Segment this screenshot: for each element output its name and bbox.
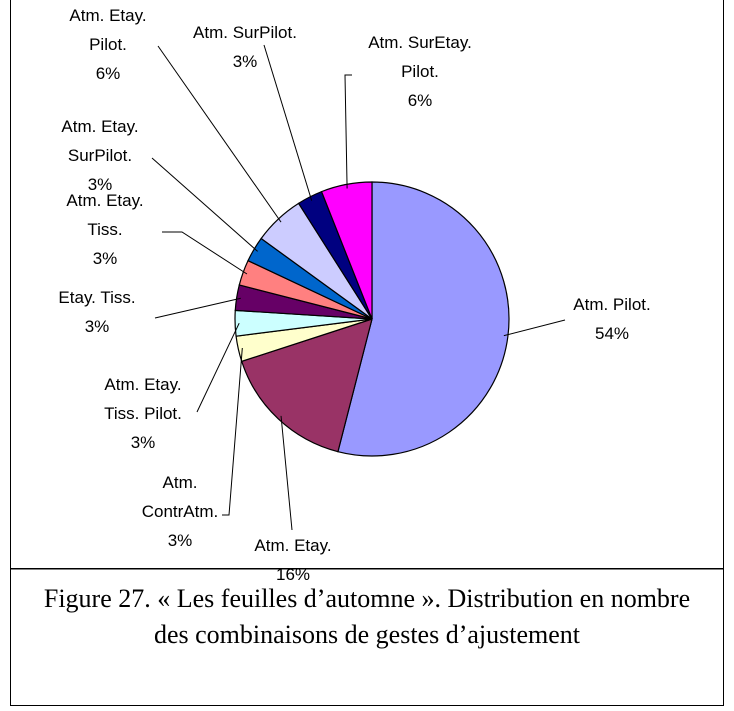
slice-label: Atm. Etay. Pilot. — [69, 6, 147, 54]
slice-label: Atm. SurEtay. Pilot. — [368, 33, 472, 81]
slice-value-label: 3% — [167, 531, 193, 550]
slice-value-label: 3% — [130, 433, 156, 452]
slice-label: Atm. Etay. Tiss. — [66, 191, 144, 239]
leader-line — [222, 347, 243, 516]
leader-line — [157, 45, 282, 223]
slice-value-label: 6% — [407, 91, 433, 110]
slice-label: Atm. ContrAtm. — [141, 473, 219, 521]
slice-label: Atm. Etay. SurPilot. — [61, 117, 139, 165]
chart-frame — [10, 0, 724, 570]
leader-line — [263, 44, 313, 201]
slice-label: Etay. Tiss. — [58, 288, 136, 307]
slice-value-label: 54% — [594, 324, 630, 343]
leader-line — [503, 319, 566, 337]
slice-value-label: 3% — [92, 249, 118, 268]
slice-value-label: 3% — [87, 175, 113, 194]
slice-label: Atm. Etay. Tiss. Pilot. — [104, 375, 182, 423]
slice-label: Atm. Etay. — [254, 536, 332, 555]
slice-label: Atm. Pilot. — [573, 295, 651, 314]
leader-line — [162, 231, 248, 275]
pie-slice — [240, 318, 373, 453]
slice-label: Atm. SurPilot. — [193, 23, 297, 42]
leader-line — [344, 74, 352, 189]
slice-value-label: 3% — [84, 317, 110, 336]
leader-line — [151, 157, 258, 252]
figure-caption: Figure 27. « Les feuilles d’automne ». D… — [10, 568, 724, 706]
slice-value-label: 3% — [232, 52, 258, 71]
leader-line — [154, 297, 241, 319]
pie-slice — [320, 181, 373, 320]
leader-line — [280, 415, 293, 531]
slice-value-label: 6% — [95, 64, 121, 83]
slice-value-label: 16% — [275, 565, 311, 584]
leader-line — [196, 322, 240, 413]
pie-slice — [337, 181, 510, 457]
